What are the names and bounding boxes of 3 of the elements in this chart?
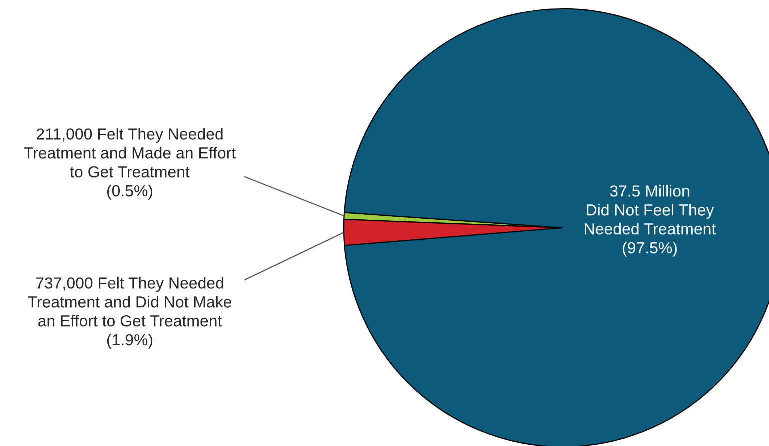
slice-label: 737,000 Felt They Needed Treatment and Did Not Make an Effort to Get Treatment (1.9%) <box>28 277 232 349</box>
slice-label: 211,000 Felt They Needed Treatment and Made an Effort to Get Treatment (0.5%) <box>24 128 236 200</box>
slice-label: 37.5 Million Did Not Feel They Needed Treatment (97.5%) <box>585 185 716 257</box>
